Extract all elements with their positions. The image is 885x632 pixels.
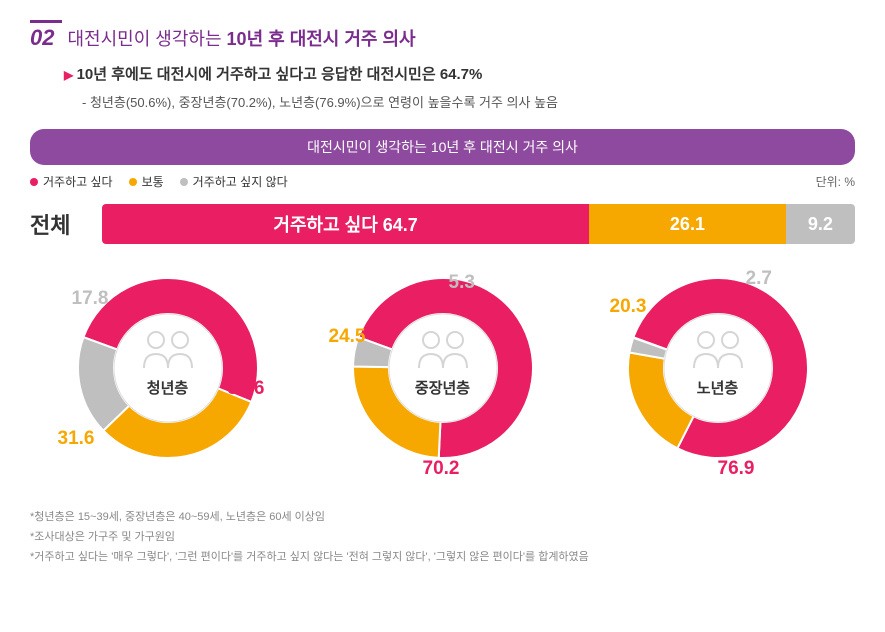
- stacked-bar: 거주하고 싶다 64.726.19.2: [102, 204, 855, 244]
- overall-label: 전체: [30, 208, 90, 240]
- donut-title: 중장년층: [393, 377, 493, 398]
- donut-center: 청년층: [118, 328, 218, 398]
- people-icon: [138, 328, 198, 370]
- donut-chart: 청년층 50.6 31.6 17.8: [48, 268, 288, 488]
- people-icon: [413, 328, 473, 370]
- donut-value-label: 5.3: [449, 272, 475, 294]
- donut-chart: 노년층 76.9 20.3 2.7: [598, 268, 838, 488]
- title-light: 대전시민이 생각하는: [68, 29, 227, 49]
- footnote-line: *청년층은 15~39세, 중장년층은 40~59세, 노년층은 60세 이상임: [30, 508, 855, 528]
- legend-label: 거주하고 싶지 않다: [193, 173, 288, 190]
- legend-label: 보통: [142, 173, 164, 190]
- people-icon: [688, 328, 748, 370]
- bar-segment: 26.1: [589, 204, 786, 244]
- section-number: 02: [30, 25, 54, 50]
- donut-value-label: 70.2: [423, 458, 460, 480]
- legend-item: 보통: [129, 173, 164, 190]
- banner: 대전시민이 생각하는 10년 후 대전시 거주 의사: [30, 129, 855, 165]
- unit-label: 단위: %: [816, 173, 855, 190]
- subtitle: 10년 후에도 대전시에 거주하고 싶다고 응답한 대전시민은 64.7%: [64, 63, 855, 84]
- donut-chart: 중장년층 70.2 24.5 5.3: [323, 268, 563, 488]
- subdetail: - 청년층(50.6%), 중장년층(70.2%), 노년층(76.9%)으로 …: [82, 92, 855, 111]
- footnote-line: *거주하고 싶다는 '매우 그렇다', '그런 편이다'를 거주하고 싶지 않다…: [30, 548, 855, 568]
- donut-value-label: 50.6: [228, 378, 265, 400]
- donut-title: 노년층: [668, 377, 768, 398]
- donut-value-label: 17.8: [72, 288, 109, 310]
- section-header: 02 대전시민이 생각하는 10년 후 대전시 거주 의사: [30, 20, 855, 51]
- bar-segment: 9.2: [786, 204, 855, 244]
- footnotes: *청년층은 15~39세, 중장년층은 40~59세, 노년층은 60세 이상임…: [30, 508, 855, 567]
- legend-dot: [129, 178, 137, 186]
- overall-row: 전체 거주하고 싶다 64.726.19.2: [30, 204, 855, 244]
- donut-title: 청년층: [118, 377, 218, 398]
- legend-dot: [180, 178, 188, 186]
- legend-item: 거주하고 싶다: [30, 173, 113, 190]
- donut-value-label: 2.7: [746, 268, 772, 290]
- donut-value-label: 20.3: [610, 296, 647, 318]
- donuts-container: 청년층 50.6 31.6 17.8 중장년층 70.2 24.5 5.3 노년층 76.9 20.…: [30, 268, 855, 488]
- donut-value-label: 31.6: [58, 428, 95, 450]
- legend-item: 거주하고 싶지 않다: [180, 173, 288, 190]
- donut-center: 노년층: [668, 328, 768, 398]
- donut-value-label: 76.9: [718, 458, 755, 480]
- legend-row: 거주하고 싶다 보통 거주하고 싶지 않다 단위: %: [30, 173, 855, 190]
- title-bold: 10년 후 대전시 거주 의사: [227, 29, 416, 49]
- donut-value-label: 24.5: [329, 326, 366, 348]
- donut-center: 중장년층: [393, 328, 493, 398]
- legend-dot: [30, 178, 38, 186]
- footnote-line: *조사대상은 가구주 및 가구원임: [30, 528, 855, 548]
- legend-label: 거주하고 싶다: [43, 173, 113, 190]
- bar-segment: 거주하고 싶다 64.7: [102, 204, 589, 244]
